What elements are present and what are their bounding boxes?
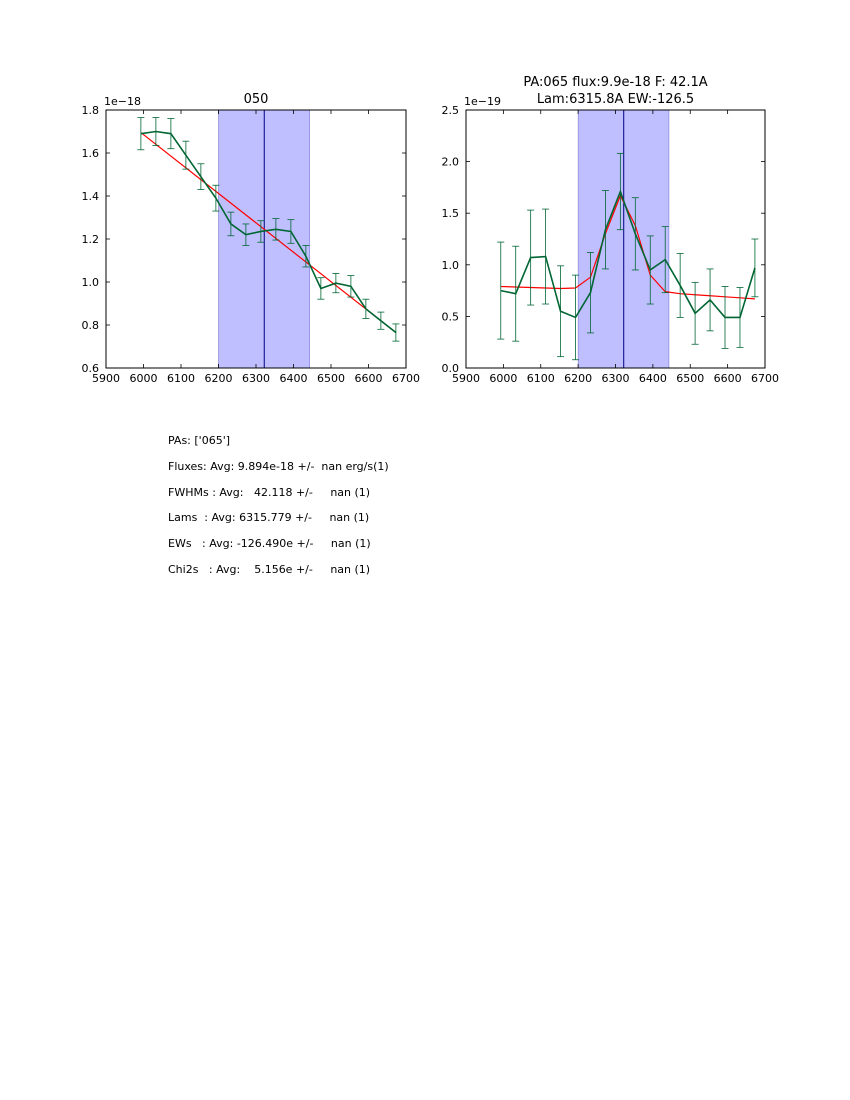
y-tick-label: 1.0 xyxy=(82,276,100,289)
y-tick-label: 0.8 xyxy=(82,319,100,332)
x-tick-label: 6500 xyxy=(317,372,345,385)
y-tick-label: 2.0 xyxy=(442,156,460,169)
y-tick-label: 1.2 xyxy=(82,233,100,246)
x-tick-label: 5900 xyxy=(452,372,480,385)
stats-chi2s: Chi2s : Avg: 5.156e +/- nan (1) xyxy=(168,562,371,576)
stats-pas: PAs: ['065'] xyxy=(168,434,231,447)
x-tick-label: 6400 xyxy=(639,372,667,385)
x-tick-label: 6200 xyxy=(564,372,592,385)
y-tick-label: 2.5 xyxy=(442,104,460,117)
x-tick-label: 6300 xyxy=(602,372,630,385)
x-tick-label: 6500 xyxy=(676,372,704,385)
x-tick-label: 6600 xyxy=(355,372,383,385)
x-tick-label: 6100 xyxy=(167,372,195,385)
chart-2: 5900 6000 6100 6200 6300 6400 6500 6600 6700 0.0 0… xyxy=(442,75,780,385)
y-scale-label: 1e−18 xyxy=(104,95,141,108)
data-line xyxy=(500,189,756,319)
stats-lams: Lams : Avg: 6315.779 +/- nan (1) xyxy=(168,511,370,525)
y-tick-label: 0.0 xyxy=(442,362,460,375)
stats-fluxes: Fluxes: Avg: 9.894e-18 +/- nan erg/s(1) xyxy=(168,459,389,473)
y-tick-label: 1.0 xyxy=(442,259,460,272)
chart-1: 5900 6000 6100 6200 6300 6400 6500 6600 6700 0.6 0… xyxy=(82,92,421,385)
chart-title: PA:065 flux:9.9e-18 F: 42.1A xyxy=(523,75,707,90)
x-tick-label: 5900 xyxy=(92,372,120,385)
x-tick-label: 6600 xyxy=(714,372,742,385)
chart-title: 050 xyxy=(244,92,269,107)
x-tick-label: 6700 xyxy=(751,372,779,385)
x-tick-label: 6000 xyxy=(130,372,158,385)
y-tick-label: 1.5 xyxy=(442,207,460,220)
fit-line xyxy=(140,132,397,333)
y-tick-label: 1.6 xyxy=(82,147,100,160)
x-tick-label: 6300 xyxy=(242,372,270,385)
x-tick-label: 6400 xyxy=(280,372,308,385)
x-tick-label: 6200 xyxy=(205,372,233,385)
y-tick-label: 0.5 xyxy=(442,310,460,323)
y-tick-label: 1.4 xyxy=(82,190,100,203)
y-tick-label: 0.6 xyxy=(82,362,100,375)
stats-block: PAs: ['065'] Fluxes: Avg: 9.894e-18 +/- … xyxy=(168,434,389,589)
x-tick-label: 6100 xyxy=(527,372,555,385)
stats-fwhms: FWHMs : Avg: 42.118 +/- nan (1) xyxy=(168,485,371,499)
x-tick-label: 6700 xyxy=(392,372,420,385)
y-scale-label: 1e−19 xyxy=(464,95,501,108)
x-tick-label: 6000 xyxy=(489,372,517,385)
chart-subtitle: Lam:6315.8A EW:-126.5 xyxy=(537,92,694,107)
y-tick-label: 1.8 xyxy=(82,104,100,117)
data-line xyxy=(140,130,397,334)
stats-ews: EWs : Avg: -126.490e +/- nan (1) xyxy=(168,537,371,551)
